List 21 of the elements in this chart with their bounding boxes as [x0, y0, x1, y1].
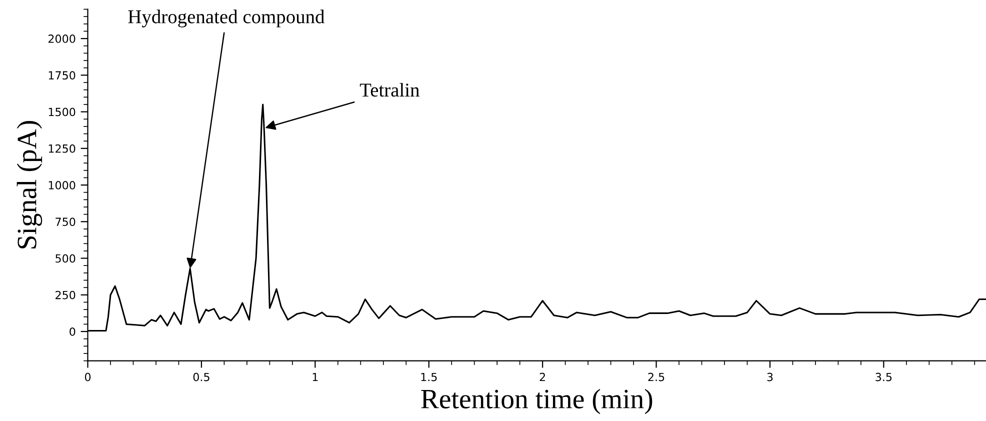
- annotation: Tetralin: [360, 82, 420, 97]
- y-tick-label: 2000: [48, 34, 76, 43]
- x-tick-label: 2.5: [648, 372, 664, 382]
- y-tick-label: 500: [56, 254, 76, 263]
- y-axis-title: Signal (pA): [16, 121, 42, 248]
- y-tick-label: 1750: [48, 71, 76, 80]
- y-tick-label: 1000: [48, 181, 76, 190]
- x-tick-label: 1.5: [421, 372, 437, 382]
- x-tick-label: 3.5: [876, 372, 892, 382]
- y-tick-label: 1250: [48, 144, 76, 153]
- y-tick-label: 750: [56, 218, 76, 226]
- y-tick-label: 1500: [48, 108, 76, 116]
- x-tick-label: 0: [84, 372, 91, 382]
- x-axis-title: Retention time (min): [421, 388, 652, 414]
- annotation: Hydrogenated compound: [128, 10, 325, 28]
- y-tick-label: 0: [70, 327, 76, 336]
- x-tick-label: 1: [312, 372, 318, 382]
- y-tick-label: 250: [56, 290, 76, 300]
- x-tick-label: 2: [540, 372, 545, 382]
- x-tick-label: 3: [767, 372, 773, 382]
- x-tick-label: 0.5: [193, 372, 210, 382]
